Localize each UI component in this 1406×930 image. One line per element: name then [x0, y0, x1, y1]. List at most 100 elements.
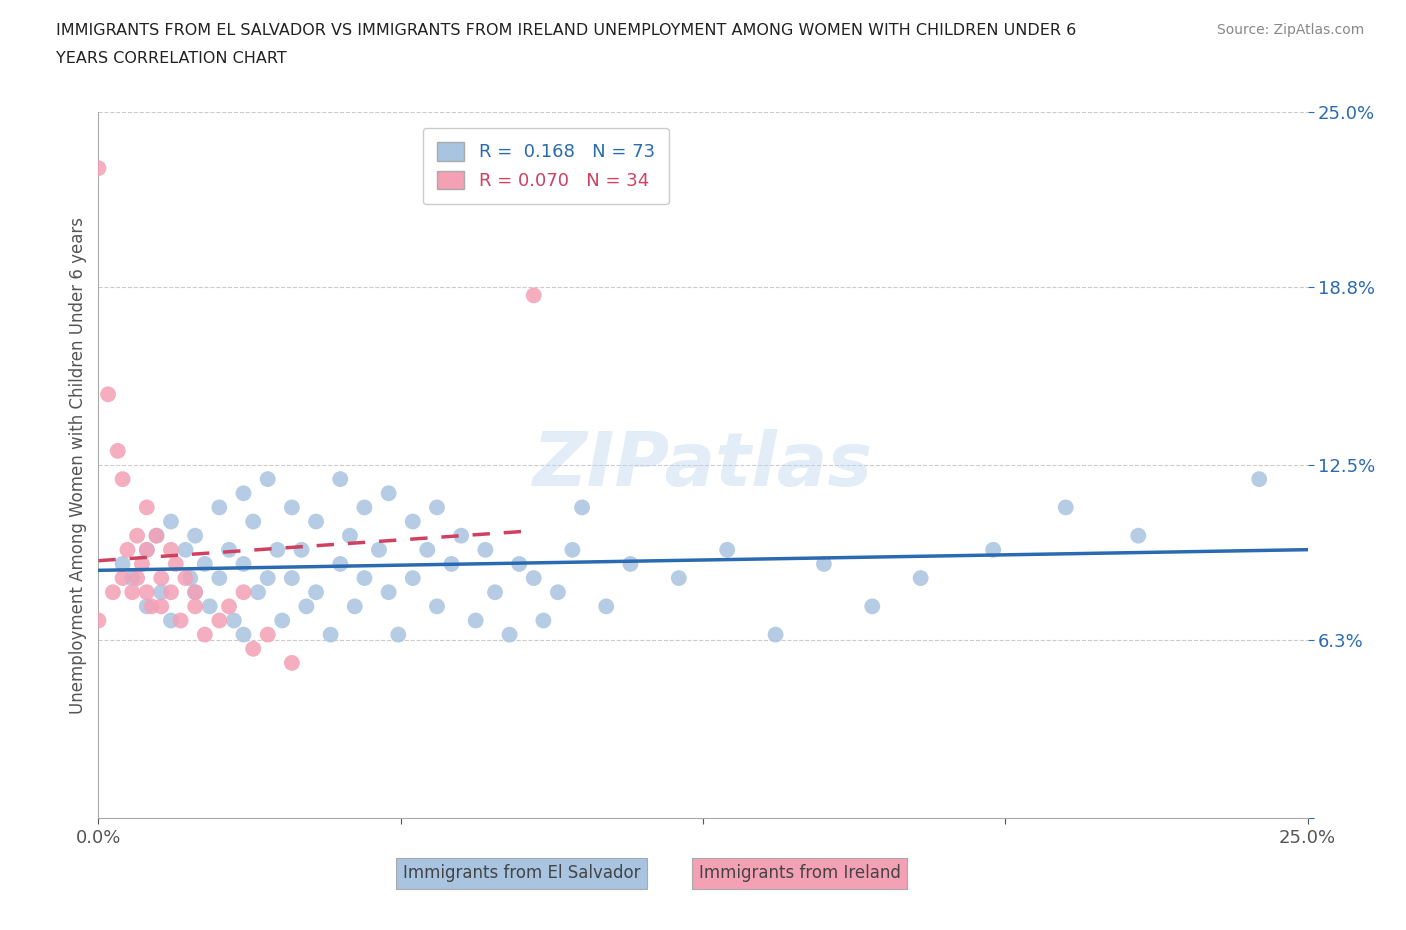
Point: [121, 571, 143, 586]
Point: [160, 514, 183, 529]
Point: [198, 599, 221, 614]
Point: [208, 571, 231, 586]
Point: [377, 485, 399, 500]
Point: [141, 599, 163, 614]
Point: [319, 627, 342, 642]
Point: [508, 556, 530, 571]
Point: [1128, 528, 1150, 543]
Point: [440, 556, 463, 571]
Point: [281, 656, 304, 671]
Point: [547, 585, 569, 600]
Point: [1249, 472, 1271, 486]
Point: [135, 542, 157, 557]
Point: [160, 542, 183, 557]
Point: [256, 472, 278, 486]
Point: [353, 500, 375, 515]
Text: Immigrants from El Salvador: Immigrants from El Salvador: [404, 864, 640, 883]
Point: [150, 571, 173, 586]
Point: [619, 556, 641, 571]
Point: [117, 542, 139, 557]
Point: [242, 514, 264, 529]
Point: [160, 585, 183, 600]
Point: [531, 613, 554, 628]
Point: [343, 599, 366, 614]
Point: [377, 585, 399, 600]
Point: [523, 288, 546, 303]
Point: [765, 627, 787, 642]
Point: [329, 472, 352, 486]
Point: [329, 556, 352, 571]
Point: [208, 500, 231, 515]
Point: [247, 585, 270, 600]
Point: [135, 599, 157, 614]
Point: [295, 599, 318, 614]
Point: [232, 556, 254, 571]
Point: [169, 613, 191, 628]
Text: Immigrants from Ireland: Immigrants from Ireland: [699, 864, 901, 883]
Point: [127, 528, 149, 543]
Point: [174, 542, 197, 557]
Point: [402, 514, 425, 529]
Point: [222, 613, 245, 628]
Point: [595, 599, 617, 614]
Point: [121, 585, 143, 600]
Point: [256, 627, 278, 642]
Point: [97, 387, 120, 402]
Point: [184, 585, 207, 600]
Point: [174, 571, 197, 586]
Point: [716, 542, 738, 557]
Point: [87, 613, 110, 628]
Point: [87, 161, 110, 176]
Point: [101, 585, 124, 600]
Point: [160, 613, 183, 628]
Point: [523, 571, 546, 586]
Point: [184, 599, 207, 614]
Point: [150, 599, 173, 614]
Point: [668, 571, 690, 586]
Point: [135, 500, 157, 515]
Point: [184, 528, 207, 543]
Point: [860, 599, 883, 614]
Point: [281, 500, 304, 515]
Point: [474, 542, 496, 557]
Point: [402, 571, 425, 586]
Point: [242, 642, 264, 657]
Legend: R =  0.168   N = 73, R = 0.070   N = 34: R = 0.168 N = 73, R = 0.070 N = 34: [423, 127, 669, 205]
Text: IMMIGRANTS FROM EL SALVADOR VS IMMIGRANTS FROM IRELAND UNEMPLOYMENT AMONG WOMEN : IMMIGRANTS FROM EL SALVADOR VS IMMIGRANT…: [56, 23, 1077, 38]
Point: [368, 542, 391, 557]
Y-axis label: Unemployment Among Women with Children Under 6 years: Unemployment Among Women with Children U…: [69, 217, 87, 713]
Point: [339, 528, 361, 543]
Point: [111, 571, 134, 586]
Point: [271, 613, 294, 628]
Text: YEARS CORRELATION CHART: YEARS CORRELATION CHART: [56, 51, 287, 66]
Text: Source: ZipAtlas.com: Source: ZipAtlas.com: [1216, 23, 1364, 37]
Point: [571, 500, 593, 515]
Point: [131, 556, 153, 571]
Point: [194, 556, 217, 571]
Point: [111, 556, 134, 571]
Point: [256, 571, 278, 586]
Point: [426, 599, 449, 614]
Point: [127, 571, 149, 586]
Point: [184, 585, 207, 600]
Point: [107, 444, 129, 458]
Point: [353, 571, 375, 586]
Text: ZIPatlas: ZIPatlas: [533, 429, 873, 501]
Point: [910, 571, 932, 586]
Point: [387, 627, 409, 642]
Point: [194, 627, 217, 642]
Point: [111, 472, 134, 486]
Point: [305, 514, 328, 529]
Point: [165, 556, 187, 571]
Point: [208, 613, 231, 628]
Point: [484, 585, 506, 600]
Point: [218, 599, 240, 614]
Point: [426, 500, 449, 515]
Point: [179, 571, 201, 586]
Point: [218, 542, 240, 557]
Point: [135, 542, 157, 557]
Point: [305, 585, 328, 600]
Point: [981, 542, 1004, 557]
Point: [290, 542, 312, 557]
Point: [266, 542, 288, 557]
